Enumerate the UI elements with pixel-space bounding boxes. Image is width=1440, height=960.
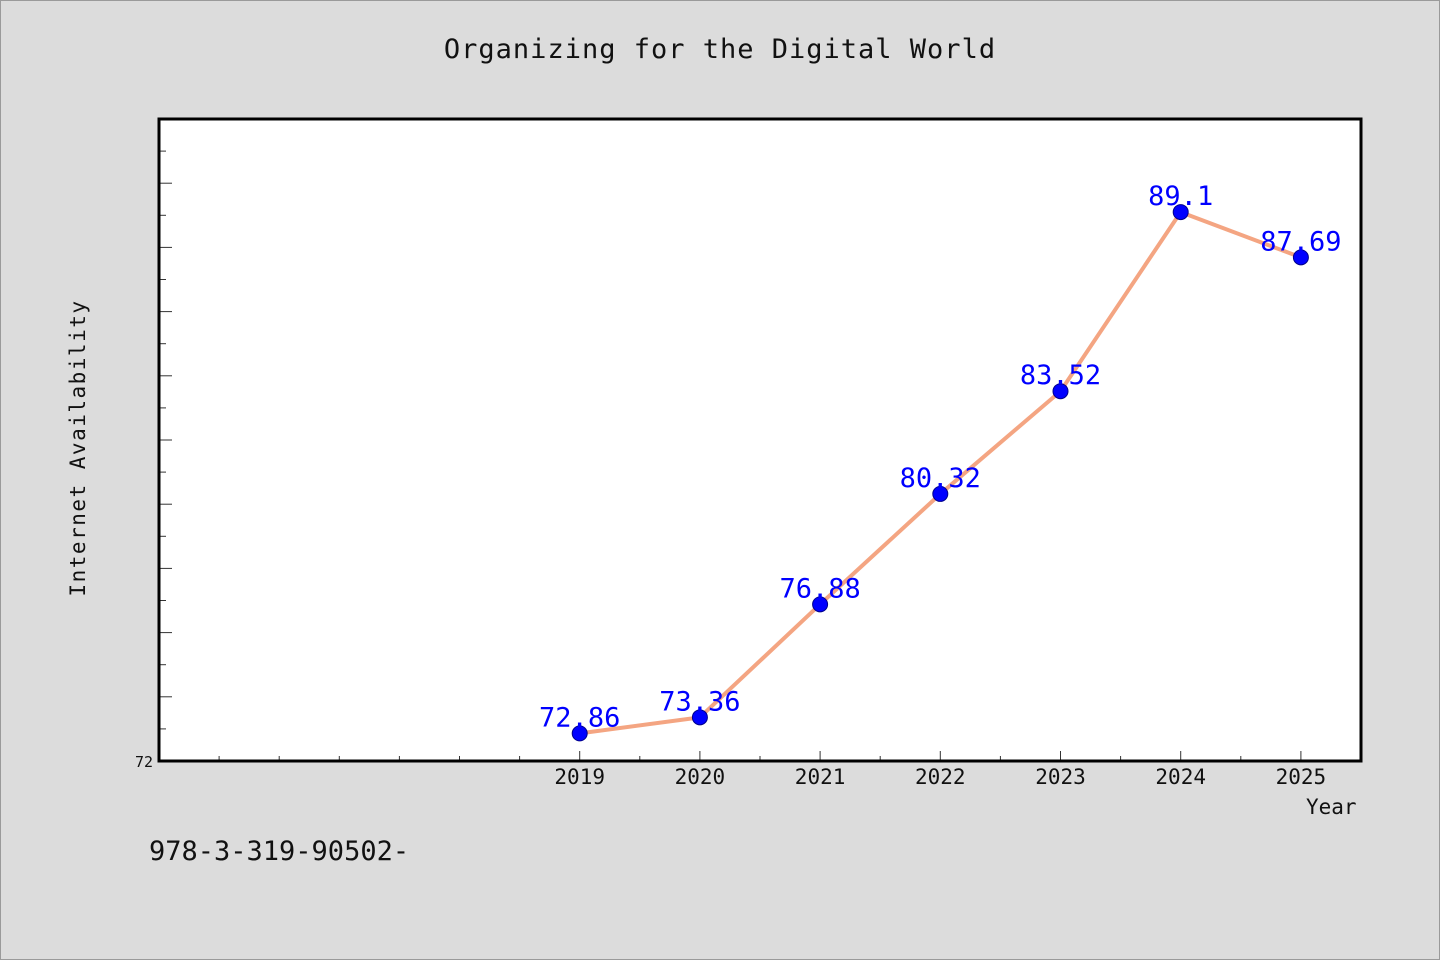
plot-border (157, 117, 1363, 763)
data-point (1172, 204, 1189, 221)
data-label: 83.52 (1020, 360, 1101, 391)
y-tick-label: 72 (135, 753, 153, 771)
data-point (571, 725, 588, 742)
x-tick-label: 2025 (1276, 765, 1327, 789)
x-axis-label: Year (1306, 795, 1357, 819)
x-tick-label: 2023 (1035, 765, 1086, 789)
data-label: 72.86 (539, 702, 620, 733)
data-label: 89.1 (1148, 181, 1213, 212)
data-point (1052, 383, 1069, 400)
data-point (812, 596, 829, 613)
x-tick-label: 2021 (795, 765, 846, 789)
x-tick-label: 2020 (675, 765, 726, 789)
x-tick-label: 2022 (915, 765, 966, 789)
data-label: 73.36 (659, 686, 740, 717)
footnote: 978-3-319-90502- (149, 836, 410, 867)
data-point (932, 485, 949, 502)
chart-title: Organizing for the Digital World (443, 34, 997, 65)
data-point (691, 709, 708, 726)
plot-background (159, 119, 1361, 761)
data-label: 76.88 (779, 573, 860, 604)
data-label: 80.32 (900, 463, 981, 494)
x-tick-label: 2019 (554, 765, 605, 789)
x-tick-label: 2024 (1155, 765, 1206, 789)
data-point (1292, 249, 1309, 266)
data-label: 87.69 (1260, 226, 1341, 257)
